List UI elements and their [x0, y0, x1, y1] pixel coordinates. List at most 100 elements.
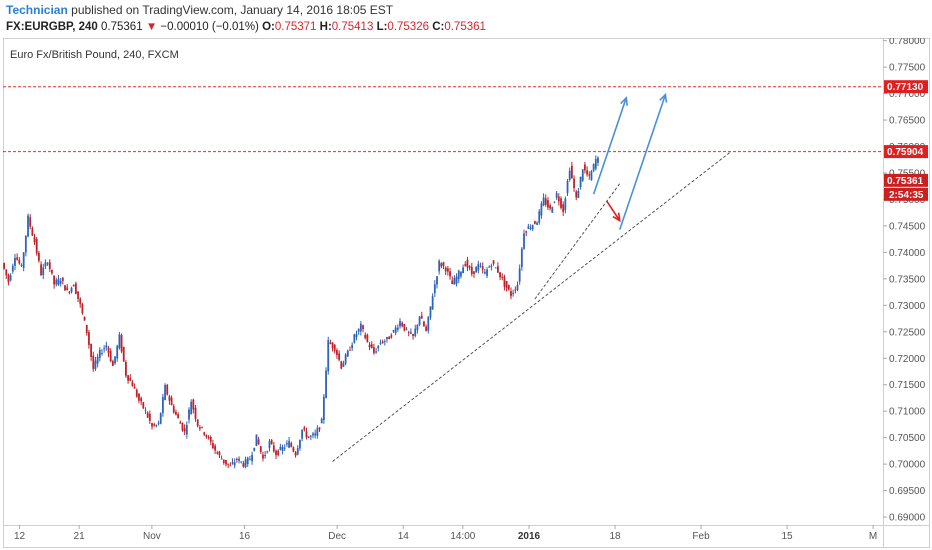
x-tick-label: 14:00: [450, 531, 475, 542]
candle-body: [597, 157, 599, 163]
candle-body: [499, 272, 501, 278]
candle-body: [316, 428, 319, 436]
candle-body: [586, 170, 589, 175]
candle-body: [59, 281, 62, 284]
candle-body: [20, 265, 23, 266]
candle-body: [409, 332, 412, 334]
candle-body: [349, 349, 351, 351]
candle-body: [57, 278, 60, 285]
high-value: 0.75413: [331, 21, 374, 33]
candle-body: [90, 343, 93, 357]
arrow-up-icon: [618, 94, 667, 230]
chart-title: Euro Fx/British Pound, 240, FXCM: [10, 49, 179, 61]
arrow-down-icon: [606, 200, 621, 222]
resistance-levels: [3, 86, 883, 153]
candle-body: [7, 274, 10, 283]
candle-body: [375, 351, 377, 353]
candle-body: [366, 334, 369, 342]
candle-body: [431, 296, 434, 310]
candle-body: [231, 462, 234, 464]
candle-body: [573, 178, 575, 188]
candle-body: [433, 284, 436, 294]
candle-body: [251, 454, 253, 462]
candle-body: [190, 401, 193, 415]
candle-body: [146, 412, 149, 418]
candle-body: [138, 393, 140, 401]
candle-body: [83, 316, 86, 321]
candle-body: [470, 266, 473, 275]
candle-body: [577, 190, 580, 198]
candle-body: [107, 347, 110, 353]
candle-body: [16, 257, 19, 260]
candle-body: [381, 341, 384, 344]
x-tick-label: 16: [239, 531, 251, 542]
candle-body: [140, 398, 143, 402]
candle-body: [55, 280, 58, 285]
candle-body: [557, 196, 560, 202]
candle-body: [414, 328, 417, 336]
candle-body: [357, 328, 360, 332]
candle-body: [342, 363, 345, 367]
candle-body: [309, 435, 312, 437]
candle-body: [364, 334, 367, 339]
candle-body: [331, 342, 334, 349]
price-chart[interactable]: Euro Fx/British Pound, 240, FXCM 0.78000…: [3, 38, 930, 548]
candle-body: [551, 207, 554, 213]
candle-body: [66, 287, 69, 290]
candle-body: [399, 320, 401, 327]
chart-border: [3, 38, 930, 548]
candle-body: [109, 351, 112, 362]
symbol-label[interactable]: FX:EURGBP, 240: [6, 21, 98, 33]
open-value: 0.75371: [274, 21, 317, 33]
author-link[interactable]: Technician: [6, 3, 68, 17]
candle-body: [131, 381, 134, 387]
candle-body: [553, 201, 556, 203]
y-tick-label: 0.71500: [889, 380, 926, 391]
candle-body: [142, 402, 145, 409]
candle-body: [418, 316, 421, 325]
candle-body: [386, 336, 388, 340]
candle-body: [570, 165, 573, 178]
candle-body: [579, 176, 582, 187]
close-value: 0.75361: [444, 21, 486, 33]
price-tags: 0.77130 0.75904 0.75361 2:54:35: [884, 80, 928, 201]
candle-body: [420, 315, 423, 319]
candle-body: [172, 406, 175, 413]
candle-body: [351, 344, 354, 349]
candle-body: [401, 322, 404, 327]
candle-body: [405, 328, 408, 330]
candle-body: [390, 335, 393, 338]
candle-body: [249, 459, 251, 461]
candle-body: [194, 407, 197, 419]
candle-body: [233, 462, 236, 466]
countdown-label: 2:54:35: [889, 190, 924, 201]
candle-body: [64, 285, 66, 291]
x-tick-label: 2016: [518, 531, 541, 542]
candle-body: [497, 266, 499, 273]
candle-body: [161, 397, 164, 413]
candle-body: [542, 197, 545, 206]
candle-body: [24, 235, 27, 253]
price-tag-077130: 0.77130: [887, 82, 924, 93]
y-tick-label: 0.71000: [889, 407, 926, 418]
low-value: 0.75326: [387, 21, 429, 33]
candle-body: [388, 336, 391, 340]
candle-body: [157, 422, 160, 424]
candle-body: [488, 266, 491, 268]
candle-body: [74, 283, 77, 294]
chart-frame[interactable]: Euro Fx/British Pound, 240, FXCM 0.78000…: [3, 38, 930, 548]
candle-body: [477, 263, 480, 271]
candle-body: [536, 222, 538, 225]
candle-body: [46, 263, 49, 265]
candle-body: [31, 228, 34, 236]
price-tag-075904-bg: [884, 145, 928, 159]
candle-body: [183, 428, 186, 432]
candle-body: [227, 463, 230, 465]
candle-body: [68, 292, 71, 293]
candle-body: [540, 203, 543, 216]
candle-body: [44, 262, 47, 267]
candle-body: [9, 275, 12, 281]
candle-body: [394, 327, 397, 334]
candle-body: [33, 236, 36, 243]
candle-body: [403, 323, 406, 331]
